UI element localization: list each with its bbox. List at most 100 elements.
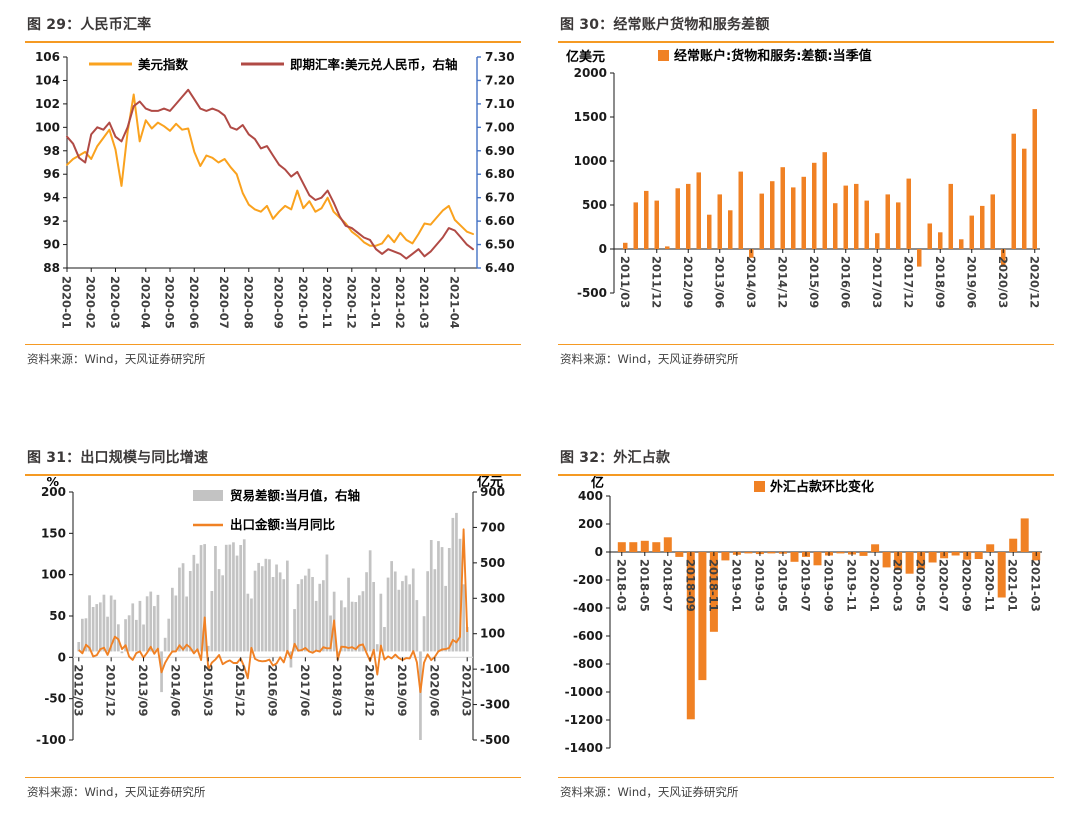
bar — [665, 246, 670, 249]
bar — [153, 606, 156, 652]
line-series — [66, 88, 474, 260]
svg-text:-400: -400 — [573, 601, 603, 615]
bar — [617, 542, 626, 552]
svg-text:2016/09: 2016/09 — [266, 664, 280, 716]
svg-text:经常账户:货物和服务:差额:当季值: 经常账户:货物和服务:差额:当季值 — [674, 48, 872, 64]
bar — [896, 202, 901, 249]
svg-text:500: 500 — [480, 556, 505, 570]
bar — [859, 552, 868, 556]
bar — [117, 624, 120, 652]
bar — [721, 552, 730, 561]
bar — [217, 569, 221, 652]
svg-text:2013/09: 2013/09 — [136, 664, 150, 716]
bar — [235, 555, 239, 652]
svg-text:2020-09: 2020-09 — [960, 559, 974, 612]
bar — [894, 552, 903, 571]
bar — [790, 552, 799, 562]
bar — [917, 249, 922, 267]
bar — [113, 599, 117, 652]
svg-text:6.80: 6.80 — [485, 167, 515, 181]
svg-text:2020-03: 2020-03 — [891, 559, 905, 612]
bar — [181, 563, 185, 652]
svg-text:2020-10: 2020-10 — [296, 276, 310, 329]
legend: 外汇占款环比变化 — [754, 479, 874, 495]
svg-text:2020-09: 2020-09 — [272, 276, 286, 329]
bar — [415, 600, 419, 652]
bar — [386, 577, 390, 652]
bar — [393, 571, 397, 652]
bar — [652, 542, 661, 552]
bar — [663, 537, 672, 552]
svg-text:0: 0 — [58, 650, 66, 664]
bar — [120, 651, 124, 654]
bar — [1020, 518, 1029, 552]
svg-text:2014/03: 2014/03 — [744, 256, 758, 308]
bar — [633, 202, 638, 249]
svg-text:100: 100 — [480, 627, 505, 641]
svg-text:2011/03: 2011/03 — [618, 256, 632, 308]
bar — [465, 627, 469, 652]
bar — [311, 577, 314, 652]
svg-text:2018-03: 2018-03 — [614, 559, 628, 612]
bar — [322, 580, 325, 652]
bar — [885, 194, 890, 249]
svg-text:2014/06: 2014/06 — [168, 664, 182, 716]
legend-swatch — [658, 50, 669, 61]
bar — [99, 602, 102, 652]
legend-swatch — [754, 481, 765, 492]
bar — [210, 591, 214, 652]
bar — [675, 188, 680, 249]
svg-text:-500: -500 — [480, 733, 510, 747]
bar — [780, 167, 785, 249]
source-note: 资料来源：Wind，天风证券研究所 — [27, 352, 206, 366]
legend: 美元指数 即期汇率:美元兑人民币，右轴 — [89, 57, 458, 72]
bar — [623, 242, 628, 249]
bar — [81, 618, 84, 652]
bar — [1009, 538, 1018, 552]
svg-text:100: 100 — [41, 568, 66, 582]
svg-text:-1400: -1400 — [565, 741, 603, 755]
bar — [696, 172, 701, 249]
bar — [767, 552, 776, 554]
svg-text:6.50: 6.50 — [485, 238, 515, 252]
bar — [88, 595, 91, 652]
svg-text:-1200: -1200 — [565, 713, 603, 727]
plot: 88 90 92 94 96 98 100 102 104 106 6.40 6.50 6.60 6.70… — [35, 50, 515, 329]
svg-text:2020-07: 2020-07 — [217, 276, 231, 329]
bar — [260, 566, 264, 652]
svg-text:2020-01: 2020-01 — [868, 559, 882, 612]
bar — [969, 215, 974, 249]
source-note: 资料来源：Wind，天风证券研究所 — [560, 785, 739, 799]
bar — [329, 615, 332, 652]
svg-text:2019-09: 2019-09 — [822, 559, 836, 612]
figure-32-title: 图 32：外汇占款 — [560, 450, 671, 466]
bar — [379, 593, 383, 652]
svg-text:%: % — [46, 476, 59, 489]
figure-30-panel: 图 30：经常账户货物和服务差额 2000 1500 1000 500 0 -500 201… — [558, 8, 1054, 367]
bar — [145, 596, 149, 652]
svg-text:2020-05: 2020-05 — [914, 559, 928, 612]
svg-text:92: 92 — [43, 214, 60, 228]
svg-text:7.00: 7.00 — [485, 120, 515, 134]
svg-text:2018/12: 2018/12 — [363, 664, 377, 716]
bar — [938, 232, 943, 249]
bar — [358, 595, 361, 652]
figure-29-title: 图 29：人民币汇率 — [27, 17, 152, 33]
plot: 2000 1500 1000 500 0 -500 2011/03 2011/12 2012/0… — [566, 49, 1041, 308]
svg-text:96: 96 — [43, 167, 60, 181]
source-rule — [25, 777, 521, 778]
svg-text:150: 150 — [41, 526, 66, 540]
bar — [813, 552, 822, 566]
plot: 400 200 0 -200 -400 -600 -800 -1000 -1200 -1400 20… — [565, 476, 1043, 755]
title-rule — [558, 41, 1054, 43]
bar — [928, 552, 937, 563]
bar — [1032, 109, 1037, 249]
bar — [343, 607, 347, 652]
bar — [905, 552, 914, 574]
bar — [192, 554, 196, 652]
bar — [307, 568, 311, 652]
svg-text:2020/03: 2020/03 — [996, 256, 1010, 308]
bar — [318, 583, 322, 652]
bar — [257, 562, 260, 652]
bar — [675, 552, 684, 557]
